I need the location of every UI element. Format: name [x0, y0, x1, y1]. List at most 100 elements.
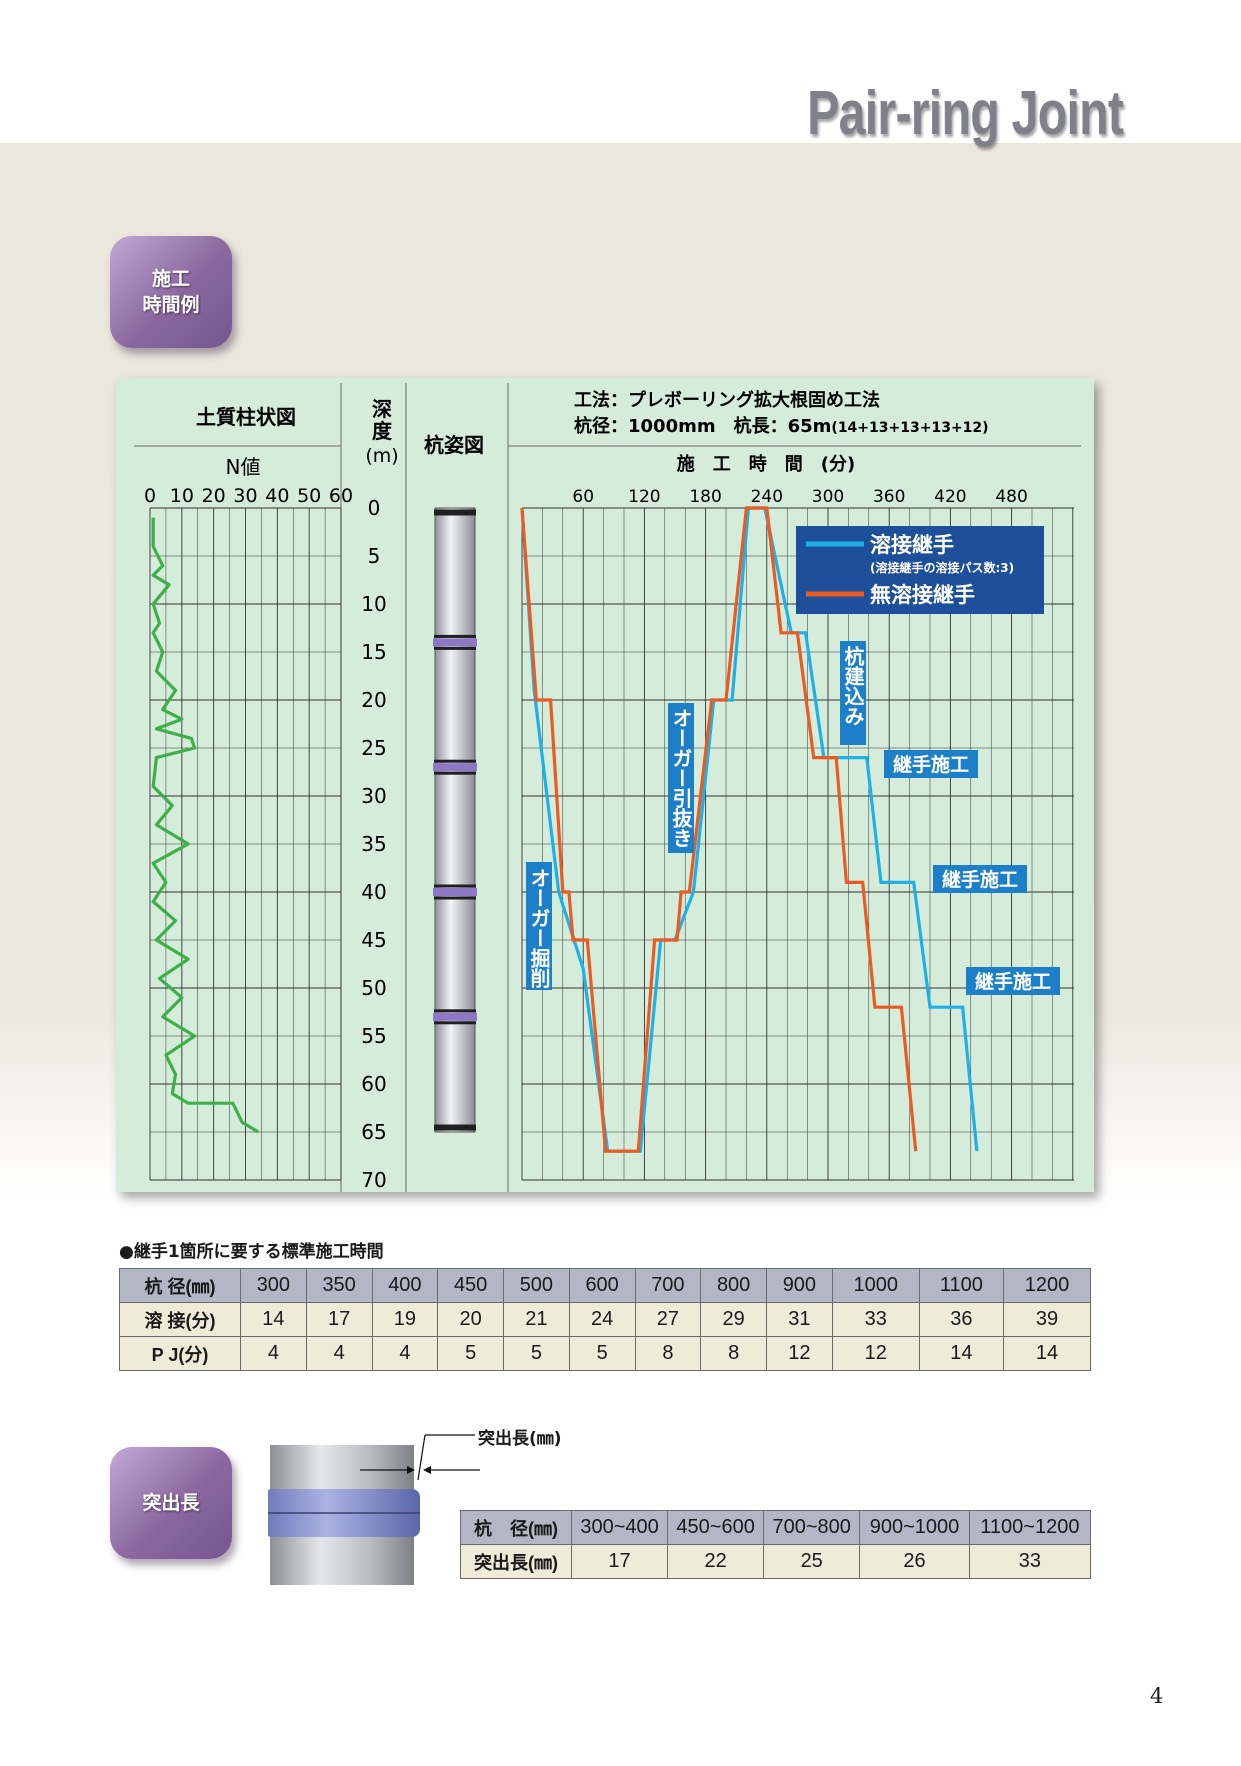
pile-band	[434, 1127, 476, 1131]
table-cell: 900	[766, 1268, 833, 1303]
label-joint2-bg	[933, 865, 1027, 893]
spec-small: (14+13+13+13+12)	[831, 420, 988, 436]
time-axis-tick-label: 180	[689, 487, 721, 507]
label-auger-drill: オーガー掘削	[527, 868, 551, 988]
table-cell: 26	[859, 1544, 970, 1579]
table-cell: 5	[503, 1336, 570, 1371]
label-joint2: 継手施工	[942, 868, 1018, 891]
standard-time-table: 杭 径(㎜) 300 350 400 450 500 600 700 800 9…	[119, 1268, 1092, 1371]
depth-tick-label: 25	[361, 736, 386, 760]
label-auger-pull: オーガー引抜き	[669, 708, 693, 848]
table-cell: 17	[570, 1544, 669, 1579]
depth-tick-label: 5	[368, 544, 381, 568]
label-pile-insert-bg	[840, 641, 866, 745]
label-joint1: 継手施工	[893, 753, 969, 776]
time-axis-label: 施 工 時 間 (分)	[677, 453, 855, 475]
table-cell: 25	[763, 1544, 861, 1579]
label-joint3: 継手施工	[975, 970, 1051, 993]
table-cell: 1000	[831, 1268, 920, 1303]
table-cell: 17	[305, 1302, 373, 1337]
spec-main: 杭径：1000mm 杭長：65m	[574, 415, 831, 437]
pile-band	[434, 884, 476, 888]
n-value-line	[151, 517, 260, 1134]
legend-welded-label: 溶接継手	[870, 533, 954, 557]
time-axis-tick-label: 120	[628, 487, 660, 507]
n-axis-tick-label: 40	[265, 485, 289, 507]
table-cell: 24	[568, 1302, 636, 1337]
protrusion-label: 突出長(㎜)	[460, 1544, 572, 1579]
table-cell: 29	[700, 1302, 767, 1337]
brand-title: Pair-ring Joint	[806, 79, 1124, 148]
time-axis-tick-label: 300	[812, 487, 844, 507]
n-axis-tick-label: 30	[233, 485, 257, 507]
table-cell: 700~800	[763, 1510, 861, 1545]
table-row: P J(分) 4 4 4 5 5 5 8 8 12 12 14 14	[119, 1336, 1092, 1371]
table-cell: 8	[634, 1336, 702, 1371]
pile-band	[434, 509, 476, 513]
table-cell: 12	[766, 1336, 833, 1371]
table-cell: 4	[240, 1336, 307, 1371]
method-text: 工法：プレボーリング拡大根固め工法	[574, 389, 880, 411]
label-auger-drill-bg	[526, 862, 552, 990]
protrusion-callout-lines	[360, 1434, 480, 1481]
depth-tick-label: 50	[361, 976, 386, 1000]
badge-line-2: 時間例	[142, 294, 200, 316]
time-axis-tick-label: 240	[751, 487, 783, 507]
depth-header-1: 深	[372, 397, 392, 421]
table-cell: 27	[634, 1302, 702, 1337]
pile-band	[434, 512, 476, 516]
depth-tick-label: 30	[361, 784, 386, 808]
pile-band	[434, 646, 476, 650]
table-cell: 33	[968, 1544, 1092, 1579]
diameter-header: 杭 径(㎜)	[119, 1268, 241, 1303]
table-cell: 600	[568, 1268, 636, 1303]
table-row: 杭 径(㎜) 300~400 450~600 700~800 900~1000 …	[460, 1510, 1092, 1545]
table-cell: 14	[240, 1302, 307, 1337]
depth-tick-label: 10	[361, 592, 386, 616]
welded-joint-line	[520, 506, 979, 1153]
joint-ring	[433, 1012, 477, 1021]
table-row: 溶 接(分) 14 17 19 20 21 24 27 29 31 33 36 …	[119, 1302, 1092, 1337]
table-cell: 5	[437, 1336, 504, 1371]
table-cell: 14	[918, 1336, 1004, 1371]
time-axis-tick-label: 60	[572, 487, 594, 507]
depth-tick-label: 0	[368, 496, 381, 520]
depth-tick-label: 55	[361, 1024, 386, 1048]
table-cell: 400	[371, 1268, 439, 1303]
pj-label: P J(分)	[119, 1336, 241, 1371]
n-axis-tick-label: 50	[297, 485, 321, 507]
pile-figure-title: 杭姿図	[424, 433, 484, 457]
chart-svg: 土質柱状図 深 度 (m) 杭姿図 工法：プレボーリング拡大根固め工法 杭径：1…	[134, 383, 1081, 1192]
welded-label: 溶 接(分)	[119, 1302, 241, 1337]
table-cell: 22	[667, 1544, 765, 1579]
label-joint3-bg	[966, 967, 1060, 995]
table-cell: 350	[305, 1268, 373, 1303]
depth-tick-label: 35	[361, 832, 386, 856]
table-cell: 300	[240, 1268, 307, 1303]
depth-header-2: 度	[372, 419, 393, 443]
pile-band	[434, 1124, 476, 1128]
n-value-label: N値	[226, 455, 261, 479]
depth-tick-label: 70	[361, 1168, 386, 1192]
table-cell: 300~400	[570, 1510, 669, 1545]
table-cell: 800	[700, 1268, 767, 1303]
depth-tick-label: 65	[361, 1120, 386, 1144]
joint-ring	[433, 888, 477, 896]
table-row: 杭 径(㎜) 300 350 400 450 500 600 700 800 9…	[119, 1268, 1092, 1303]
construction-time-chart: 土質柱状図 深 度 (m) 杭姿図 工法：プレボーリング拡大根固め工法 杭径：1…	[116, 378, 1094, 1192]
pile-body	[434, 507, 476, 1133]
pile-band	[434, 771, 476, 775]
table-cell: 1200	[1002, 1268, 1092, 1303]
time-axis-tick-label: 480	[995, 487, 1027, 507]
time-axis-tick-label: 420	[934, 487, 966, 507]
table-row: 突出長(㎜) 17 22 25 26 33	[460, 1544, 1092, 1579]
legend-pj-label: 無溶接継手	[870, 583, 975, 607]
table-cell: 14	[1002, 1336, 1092, 1371]
pile-band	[434, 896, 476, 900]
table-cell: 450~600	[667, 1510, 765, 1545]
legend-welded-note: (溶接継手の溶接パス数:3)	[870, 560, 1014, 575]
label-pile-insert: 杭建込み	[841, 645, 865, 726]
pile-band	[434, 1021, 476, 1025]
pile-band	[434, 634, 476, 638]
table-cell: 36	[918, 1302, 1004, 1337]
